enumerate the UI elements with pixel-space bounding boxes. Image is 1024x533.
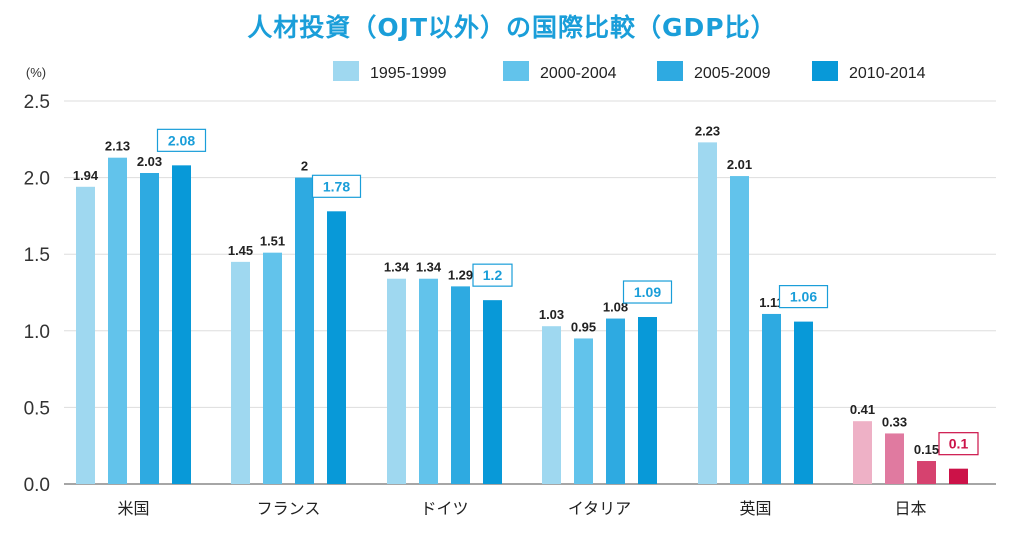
legend: 1995-1999 2000-2004 2005-2009 2010-2014 bbox=[333, 61, 926, 82]
bar bbox=[638, 317, 657, 484]
value-label: 0.33 bbox=[882, 414, 907, 429]
legend-swatch bbox=[503, 61, 529, 81]
category-label: 日本 bbox=[894, 499, 926, 518]
bar bbox=[853, 421, 872, 484]
value-label: 2.08 bbox=[168, 132, 195, 148]
value-label: 1.08 bbox=[603, 300, 628, 315]
bar bbox=[295, 177, 314, 484]
bars bbox=[76, 142, 968, 485]
bar bbox=[542, 326, 561, 484]
bar bbox=[327, 211, 346, 484]
value-label: 1.78 bbox=[323, 178, 350, 194]
value-label: 2.03 bbox=[137, 154, 162, 169]
value-label-box bbox=[938, 432, 979, 456]
category-label: 英国 bbox=[739, 499, 771, 518]
bar bbox=[76, 186, 95, 485]
legend-swatch bbox=[812, 61, 838, 81]
value-label: 0.1 bbox=[949, 436, 969, 452]
value-label: 2.23 bbox=[695, 123, 720, 138]
value-label: 1.06 bbox=[790, 289, 817, 305]
value-label: 1.03 bbox=[539, 307, 564, 322]
category-label: ドイツ bbox=[420, 499, 468, 518]
legend-label: 1995-1999 bbox=[370, 65, 447, 82]
value-label: 2.13 bbox=[105, 139, 130, 154]
y-tick-label: 2.0 bbox=[24, 169, 50, 190]
value-label-box bbox=[472, 263, 513, 287]
bar bbox=[263, 252, 282, 484]
legend-swatch bbox=[657, 61, 683, 81]
value-label: 2.01 bbox=[727, 157, 752, 172]
value-label: 0.41 bbox=[850, 402, 875, 417]
bar bbox=[917, 461, 936, 484]
value-label-box bbox=[156, 128, 207, 152]
bar bbox=[730, 176, 749, 484]
bar bbox=[451, 286, 470, 484]
value-label: 1.29 bbox=[448, 267, 473, 282]
value-label: 1.2 bbox=[483, 267, 503, 283]
value-label: 1.45 bbox=[228, 243, 253, 258]
category-label: フランス bbox=[257, 499, 321, 518]
bar bbox=[762, 313, 781, 484]
value-label: 0.95 bbox=[571, 319, 596, 334]
bar bbox=[949, 468, 968, 484]
value-labels: 1.94 2.13 2.03 2.08 1.45 1.51 2 1.78 1.34 1.34 1.2… bbox=[73, 123, 979, 457]
bar bbox=[574, 338, 593, 484]
value-label: 1.34 bbox=[384, 260, 410, 275]
value-label: 0.15 bbox=[914, 442, 939, 457]
value-label: 1.34 bbox=[416, 260, 442, 275]
category-label: 米国 bbox=[117, 499, 149, 518]
bar bbox=[698, 142, 717, 484]
bar bbox=[172, 165, 191, 484]
bar bbox=[794, 321, 813, 484]
value-label: 1.09 bbox=[634, 284, 661, 300]
bar bbox=[606, 318, 625, 484]
bar bbox=[108, 157, 127, 484]
bar bbox=[885, 433, 904, 484]
y-tick-label: 0.5 bbox=[24, 398, 50, 419]
bar bbox=[483, 300, 502, 484]
value-label-box bbox=[778, 285, 829, 309]
legend-label: 2010-2014 bbox=[849, 65, 926, 82]
value-label-box bbox=[311, 174, 362, 198]
legend-swatch bbox=[333, 61, 359, 81]
value-label: 1.11 bbox=[759, 295, 784, 310]
value-label: 1.51 bbox=[260, 234, 285, 249]
value-label-box bbox=[622, 280, 673, 304]
bar bbox=[419, 278, 438, 484]
y-tick-label: 1.0 bbox=[24, 322, 50, 343]
bar bbox=[231, 261, 250, 484]
y-tick-label: 2.5 bbox=[24, 92, 50, 113]
x-axis-categories: 米国 フランス ドイツ イタリア 英国 日本 bbox=[117, 499, 926, 518]
y-axis-ticks: 0.0 0.5 1.0 1.5 2.0 2.5 bbox=[24, 92, 50, 496]
bar bbox=[140, 173, 159, 484]
chart-title: 人材投資（OJT以外）の国際比較（GDP比） bbox=[247, 13, 777, 42]
y-tick-label: 1.5 bbox=[24, 245, 50, 266]
value-label: 1.94 bbox=[73, 168, 99, 183]
category-label: イタリア bbox=[568, 499, 631, 518]
legend-label: 2005-2009 bbox=[694, 65, 771, 82]
value-label: 2 bbox=[301, 159, 308, 174]
y-axis-unit-label: (%) bbox=[26, 65, 46, 80]
legend-label: 2000-2004 bbox=[540, 65, 617, 82]
gridlines bbox=[64, 100, 996, 485]
y-tick-label: 0.0 bbox=[24, 475, 50, 496]
bar bbox=[387, 278, 406, 484]
